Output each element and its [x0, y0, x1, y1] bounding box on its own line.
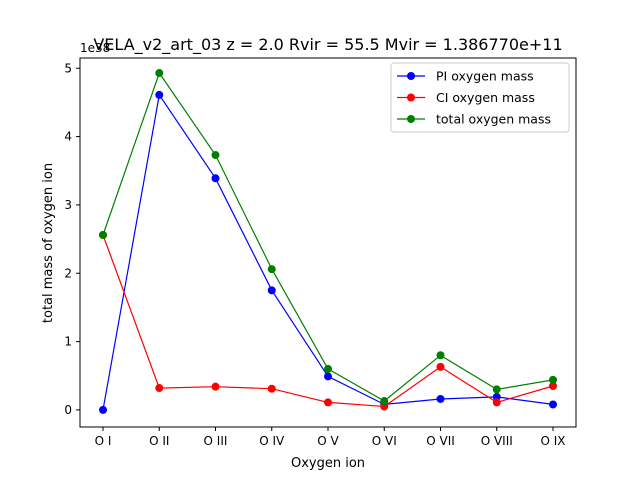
legend-marker — [407, 72, 415, 80]
chart-title: VELA_v2_art_03 z = 2.0 Rvir = 55.5 Mvir … — [93, 35, 562, 55]
series-3 — [99, 69, 557, 406]
data-point — [436, 394, 445, 403]
legend-box — [390, 62, 570, 133]
data-point — [549, 375, 557, 384]
data-point — [211, 151, 220, 160]
data-point — [436, 351, 445, 360]
y-tick-label: 4 — [64, 130, 72, 144]
x-tick-label: O I — [95, 434, 112, 448]
x-axis-label: Oxygen ion — [291, 456, 365, 471]
data-point — [492, 392, 501, 401]
legend-marker — [407, 93, 415, 102]
data-point — [211, 174, 220, 183]
x-tick-label: O III — [204, 434, 228, 448]
legend-marker — [407, 115, 415, 123]
data-point — [267, 265, 276, 274]
x-tick-label: O VI — [372, 434, 397, 448]
data-point — [99, 405, 107, 414]
y-axis-ticks: 0 1 2 3 4 5 — [64, 61, 80, 417]
legend-label: CI oxygen mass — [436, 90, 535, 105]
x-tick-label: O IV — [259, 434, 285, 448]
x-tick-label: O II — [149, 434, 169, 448]
y-tick-label: 1 — [64, 335, 72, 349]
data-point — [549, 400, 557, 409]
data-point — [492, 398, 501, 407]
data-point — [211, 382, 220, 391]
data-point — [155, 69, 164, 78]
x-tick-label: O VII — [426, 434, 455, 448]
y-axis-label: total mass of oxygen ion — [41, 163, 56, 323]
y-tick-label: 5 — [64, 61, 72, 75]
y-tick-label: 3 — [64, 198, 72, 212]
y-tick-label: 0 — [64, 403, 72, 417]
data-point — [155, 384, 164, 393]
data-point — [436, 362, 445, 371]
data-point — [324, 372, 332, 381]
x-axis-ticks: O I O II O III O IV O V O VI O VII O VIII O IX — [95, 427, 566, 448]
data-point — [267, 286, 276, 295]
data-point — [549, 382, 557, 390]
data-point — [99, 230, 107, 239]
legend: PI oxygen mass CI oxygen mass total oxygen… — [390, 62, 570, 133]
data-point — [324, 398, 332, 407]
x-tick-label: O V — [317, 434, 339, 448]
y-offset-label: 1e38 — [80, 41, 110, 55]
data-point — [380, 402, 389, 411]
x-tick-label: O IX — [540, 434, 565, 448]
legend-label: total oxygen mass — [436, 112, 551, 127]
y-tick-label: 2 — [64, 266, 72, 280]
data-point — [267, 384, 276, 393]
x-tick-label: O VIII — [481, 434, 513, 448]
legend-label: PI oxygen mass — [436, 69, 534, 84]
series-layer — [99, 69, 557, 414]
data-point — [380, 397, 389, 406]
series-2 — [99, 230, 557, 411]
data-point — [155, 90, 164, 99]
data-point — [324, 364, 332, 373]
data-point — [492, 385, 501, 394]
